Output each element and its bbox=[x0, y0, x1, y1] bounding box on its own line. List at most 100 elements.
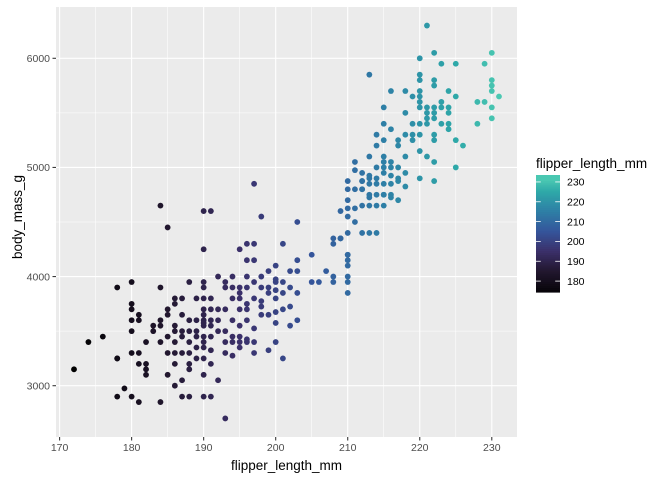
data-point bbox=[186, 393, 193, 400]
data-point bbox=[373, 202, 380, 209]
data-point bbox=[200, 320, 207, 326]
data-point bbox=[179, 311, 185, 318]
legend-label: 190 bbox=[567, 256, 585, 268]
data-point bbox=[128, 300, 135, 307]
data-point bbox=[179, 328, 185, 335]
data-point bbox=[222, 279, 229, 285]
legend-color-segment bbox=[536, 260, 560, 264]
data-point bbox=[330, 279, 337, 285]
data-point bbox=[193, 328, 200, 335]
data-point bbox=[157, 202, 164, 209]
data-point bbox=[186, 350, 193, 356]
data-point bbox=[150, 328, 157, 335]
legend-color-segment bbox=[536, 268, 560, 272]
legend-color-segment bbox=[536, 186, 560, 190]
data-point bbox=[445, 88, 452, 94]
data-point bbox=[344, 279, 351, 285]
data-point bbox=[416, 71, 423, 78]
data-point bbox=[402, 88, 409, 94]
data-point bbox=[279, 355, 286, 362]
data-point bbox=[452, 93, 459, 100]
legend-color-segment bbox=[536, 233, 560, 237]
x-tick-label: 190 bbox=[195, 442, 213, 454]
legend-color-segment bbox=[536, 198, 560, 201]
data-point bbox=[352, 186, 358, 193]
legend-color-segment bbox=[536, 262, 560, 266]
data-point bbox=[344, 186, 351, 193]
data-point bbox=[171, 360, 178, 367]
legend-color-segment bbox=[536, 206, 560, 209]
data-point bbox=[431, 109, 438, 116]
data-point bbox=[388, 180, 394, 187]
legend-color-segment bbox=[536, 217, 560, 221]
data-point bbox=[200, 311, 207, 318]
data-point bbox=[452, 164, 459, 171]
data-point bbox=[330, 235, 337, 242]
data-point bbox=[114, 393, 121, 400]
legend-color-segment bbox=[536, 175, 560, 178]
data-point bbox=[409, 131, 416, 138]
data-point bbox=[402, 131, 409, 138]
data-point bbox=[193, 295, 200, 302]
data-point bbox=[359, 186, 366, 193]
data-point bbox=[488, 49, 495, 56]
data-point bbox=[179, 333, 185, 340]
data-points bbox=[71, 22, 502, 422]
data-point bbox=[128, 306, 135, 313]
y-tick-label: 6000 bbox=[27, 53, 51, 65]
data-point bbox=[352, 167, 358, 174]
data-point bbox=[243, 240, 250, 247]
data-point bbox=[344, 213, 351, 220]
data-point bbox=[186, 279, 193, 285]
data-point bbox=[243, 273, 250, 280]
data-point bbox=[344, 178, 351, 184]
data-point bbox=[380, 169, 387, 176]
legend-label: 210 bbox=[567, 216, 585, 228]
data-point bbox=[352, 219, 358, 225]
data-point bbox=[431, 115, 438, 122]
data-point bbox=[222, 306, 229, 313]
data-point bbox=[452, 60, 459, 67]
data-point bbox=[416, 88, 423, 94]
legend-colorbar bbox=[536, 175, 560, 293]
data-point bbox=[380, 153, 387, 160]
minor-gridlines bbox=[56, 7, 517, 437]
legend-label: 200 bbox=[567, 236, 585, 248]
data-point bbox=[359, 178, 366, 184]
data-point bbox=[258, 213, 265, 220]
data-point bbox=[424, 115, 430, 122]
data-point bbox=[395, 137, 402, 144]
data-point bbox=[438, 104, 445, 111]
data-point bbox=[431, 131, 438, 138]
data-point bbox=[380, 159, 387, 165]
data-point bbox=[416, 93, 423, 100]
data-point bbox=[409, 120, 416, 127]
data-point bbox=[388, 172, 394, 179]
data-point bbox=[272, 339, 279, 345]
legend-title: flipper_length_mm bbox=[536, 156, 647, 171]
data-point bbox=[157, 339, 164, 345]
data-point bbox=[409, 137, 416, 144]
legend-color-segment bbox=[536, 284, 560, 287]
legend-color-segment bbox=[536, 243, 560, 246]
x-axis: 170 180 190 200 210 220 230 bbox=[51, 437, 501, 454]
data-point bbox=[243, 317, 250, 324]
data-point bbox=[171, 339, 178, 345]
data-point bbox=[294, 268, 301, 275]
data-point bbox=[200, 246, 207, 253]
data-point bbox=[424, 153, 430, 160]
data-point bbox=[171, 295, 178, 302]
data-point bbox=[150, 322, 157, 329]
legend-color-segment bbox=[536, 288, 560, 291]
data-point bbox=[359, 230, 366, 236]
data-point bbox=[128, 393, 135, 400]
data-point bbox=[222, 350, 229, 356]
data-point bbox=[481, 60, 488, 67]
data-point bbox=[366, 202, 373, 209]
legend-color-segment bbox=[536, 229, 560, 233]
data-point bbox=[481, 99, 488, 105]
data-point bbox=[380, 137, 387, 144]
data-point bbox=[395, 175, 402, 182]
y-axis: 3000 4000 5000 6000 bbox=[27, 53, 56, 393]
legend-color-segment bbox=[536, 272, 560, 276]
